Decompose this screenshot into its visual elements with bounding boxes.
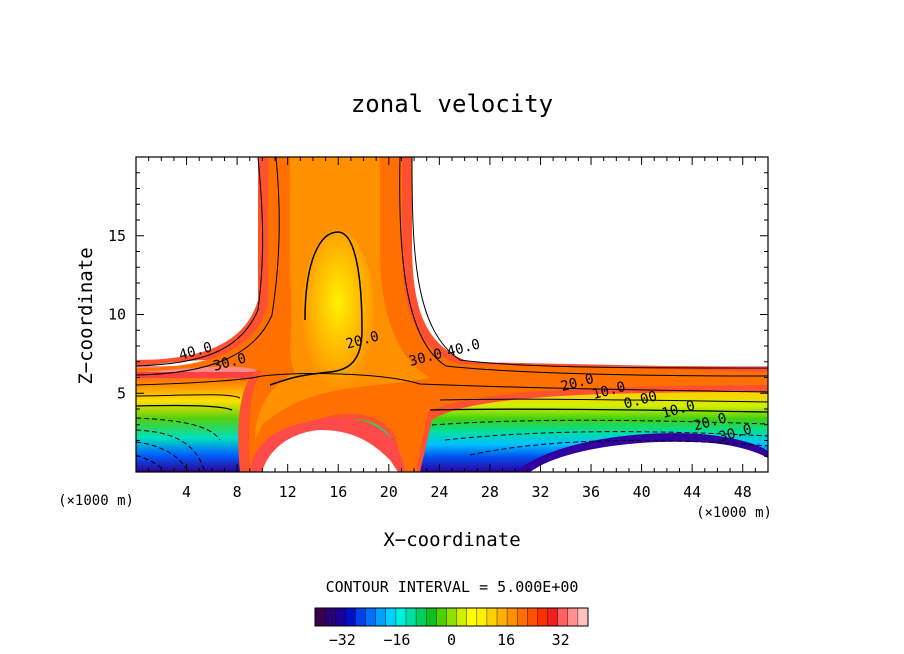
colorbar-tick-label: −32	[329, 631, 356, 649]
colorbar-tick-label: −16	[383, 631, 410, 649]
colorbar-swatch	[517, 608, 528, 626]
lower-white-island	[262, 430, 398, 472]
colorbar-swatch	[567, 608, 579, 626]
y-tick-label: 15	[108, 227, 126, 245]
colorbar-swatch	[436, 608, 447, 626]
x-tick-label: 16	[329, 483, 347, 501]
colorbar-swatch	[426, 608, 437, 626]
y-tick-label: 10	[108, 306, 126, 324]
colorbar-swatch	[375, 608, 387, 626]
x-tick-label: 44	[683, 483, 701, 501]
x-tick-label: 20	[380, 483, 398, 501]
colorbar-swatch	[345, 608, 356, 626]
y-axis: 5 10 15	[108, 172, 768, 457]
x-axis: 4 8 12 16 20 24 28 32 36 40 44 48	[148, 157, 756, 501]
x-tick-label: 28	[481, 483, 499, 501]
colorbar-swatch	[395, 608, 407, 626]
colorbar-swatch	[365, 608, 377, 626]
colorbar-swatch	[476, 608, 488, 626]
x-tick-label: 8	[233, 483, 242, 501]
x-unit-right: (×1000 m)	[696, 505, 772, 521]
colorbar-swatch	[385, 608, 397, 626]
colorbar-tick-label: 0	[447, 631, 456, 649]
y-axis-label: Z−coordinate	[75, 247, 97, 384]
colorbar-swatch	[497, 608, 508, 626]
x-tick-label: 40	[633, 483, 651, 501]
y-tick-label: 5	[117, 384, 126, 402]
colorbar-swatch	[547, 608, 559, 626]
colorbar-frame	[314, 607, 589, 627]
right-white-island	[520, 439, 768, 472]
x-tick-label: 48	[734, 483, 752, 501]
colorbar-swatch	[577, 608, 589, 626]
x-axis-label: X−coordinate	[383, 529, 520, 551]
colorbar-swatch	[466, 608, 478, 626]
colorbar-swatch	[486, 608, 498, 626]
colorbar-tick-label: 32	[552, 631, 570, 649]
colorbar-swatch	[507, 608, 518, 626]
colorbar-swatch	[557, 608, 569, 626]
jet-core	[302, 230, 374, 390]
x-tick-label: 12	[279, 483, 297, 501]
colorbar-swatch	[355, 608, 367, 626]
x-tick-label: 32	[531, 483, 549, 501]
contour-field	[136, 157, 768, 472]
x-tick-label: 36	[582, 483, 600, 501]
x-tick-label: 4	[182, 483, 191, 501]
colorbar-swatch	[335, 608, 346, 626]
colorbar-tick-label: 16	[497, 631, 515, 649]
colorbar-swatch	[325, 608, 336, 626]
colorbar-swatch	[527, 608, 538, 626]
x-unit-left: (×1000 m)	[58, 493, 134, 509]
colorbar-swatch	[446, 608, 458, 626]
chart-title: zonal velocity	[351, 90, 553, 118]
colorbar-swatch	[537, 608, 549, 626]
colorbar-swatch	[416, 608, 427, 626]
colorbar: −32 −16 0 16 32	[314, 607, 589, 649]
colorbar-swatch	[456, 608, 468, 626]
colorbar-swatch	[315, 608, 326, 626]
colorbar-swatch	[406, 608, 417, 626]
x-tick-label: 24	[430, 483, 448, 501]
contour-interval-text: CONTOUR INTERVAL = 5.000E+00	[326, 578, 579, 596]
